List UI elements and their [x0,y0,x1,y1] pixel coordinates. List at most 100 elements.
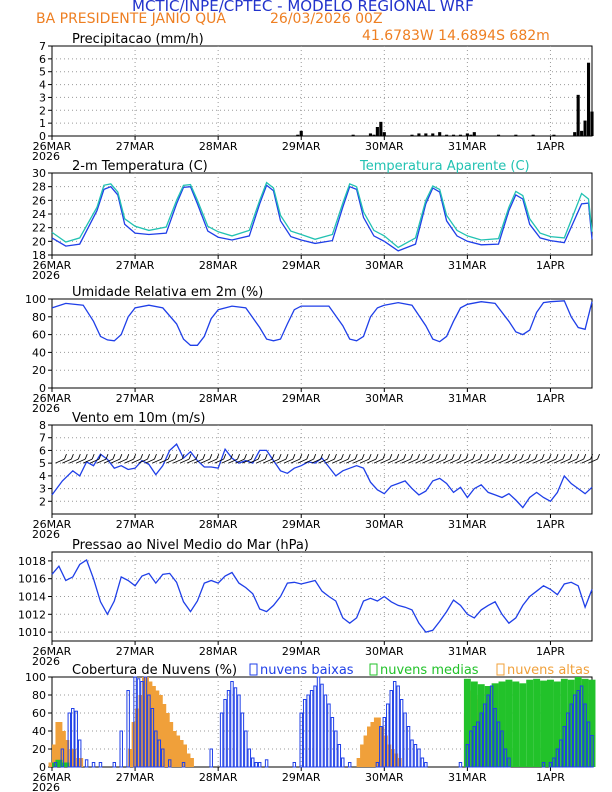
x-tick-label: 27MAR [116,771,155,784]
x-tick-label: 29MAR [282,771,321,784]
wind-barb-feather [417,453,420,460]
cloud-bar-low [413,744,418,768]
cloud-bar-low [323,694,328,768]
y-tick-label: 26 [32,194,46,207]
cloud-bar-mid [505,679,513,767]
x-tick-label: 26MAR [33,259,72,272]
series-line [51,300,593,346]
wind-barb-feather [216,453,220,460]
cloud-bar-low [389,690,393,768]
cloud-bar-low [292,762,297,768]
wind-barb-feather [126,453,130,460]
cloud-bar-low [254,762,258,768]
cloud-bar-low [230,681,234,768]
y-tick-label: 1012 [18,608,46,621]
precip-bar [590,111,594,136]
wind-barb-feather [347,453,351,460]
cloud-bar-mid [567,679,575,767]
wind-barb [290,458,301,464]
cloud-bar-low [396,685,400,768]
wind-barb-feather [112,453,116,460]
wind-barb [283,458,294,464]
cloud-bar-low [309,690,314,768]
legend-swatch [369,663,378,676]
cloud-bar-high [76,758,84,767]
y-tick-label: 24 [32,208,46,221]
wind-barb [96,458,107,464]
x-tick-label: 31MAR [448,518,487,531]
wind-barb [228,458,238,464]
wind-barb [484,458,494,464]
cloud-bar-mid [560,678,568,767]
wind-barb-feather [119,453,123,460]
wind-barb [221,458,231,464]
cloud-bar-low [579,685,584,768]
x-tick-label: 29MAR [282,140,321,153]
x-tick-label: 1APR [536,392,565,405]
y-tick-label: 1018 [18,555,46,568]
x-tick-label: 26MAR [33,518,72,531]
wind-barb [463,458,474,464]
precip-bar [469,134,473,136]
wind-barb [491,458,501,464]
wind-barb-feather [167,453,171,460]
precip-bar [379,121,383,136]
wind-barb [546,458,557,464]
x-tick-label: 28MAR [199,259,238,272]
wind-barb [373,458,384,464]
wind-barb [519,458,529,464]
cloud-bar-low [482,703,487,768]
precip-bar [410,134,414,136]
x-tick-label: 27MAR [116,392,155,405]
x-tick-label: 30MAR [365,518,404,531]
cloud-bar-low [552,757,556,768]
x-tick-label: 31MAR [448,140,487,153]
cloud-bar-low [147,694,151,768]
wind-barb [532,458,543,464]
y-tick-label: 4 [39,470,46,483]
cloud-bar-low [219,712,224,768]
cloud-bar-mid [547,679,554,767]
cloud-bar-low [98,762,103,768]
precip-bar [451,134,456,136]
y-tick-label: 7 [39,432,46,445]
x-tick-label: 28MAR [199,140,238,153]
wind-barb-feather [306,453,310,460]
wind-barb-feather [292,453,296,460]
y-tick-label: 7 [39,40,46,53]
precip-bar [372,134,376,136]
wind-barb [415,458,425,464]
cloud-bar-low [257,762,262,768]
cloud-bar-low [223,699,227,768]
cloud-bar-low [136,678,141,768]
y-tick-label: 8 [39,419,46,432]
precip-bar [368,133,373,136]
precip-bar [296,134,300,136]
legend-label: nuvens baixas [260,663,354,678]
x-tick-label: 1APR [536,259,565,272]
wind-barb [512,458,522,464]
cloud-bar-low [226,690,231,768]
cloud-bar-low [379,726,383,768]
wind-barb [581,458,591,464]
precip-bar [382,132,386,136]
cloud-bar-low [240,712,245,768]
wind-barb-feather [320,453,324,460]
wind-barb-feather [548,453,552,460]
precip-bar [552,134,556,136]
wind-barb [89,458,100,464]
precip-bar [514,134,518,136]
wind-barb-feather [223,453,227,460]
wind-barb-feather [244,453,247,460]
cloud-bar-low [299,712,303,768]
cloud-bar-mid [526,679,534,767]
y-tick-label: 1016 [18,573,46,586]
cloud-bar-low [244,730,248,768]
y-tick-label: 40 [32,346,46,359]
wind-barb-feather [98,453,102,460]
wind-barb-feather [472,453,476,460]
wind-barb [172,458,183,464]
cloud-bar-high [135,708,142,767]
x-tick-label: 27MAR [116,259,155,272]
wind-barb [110,458,121,464]
